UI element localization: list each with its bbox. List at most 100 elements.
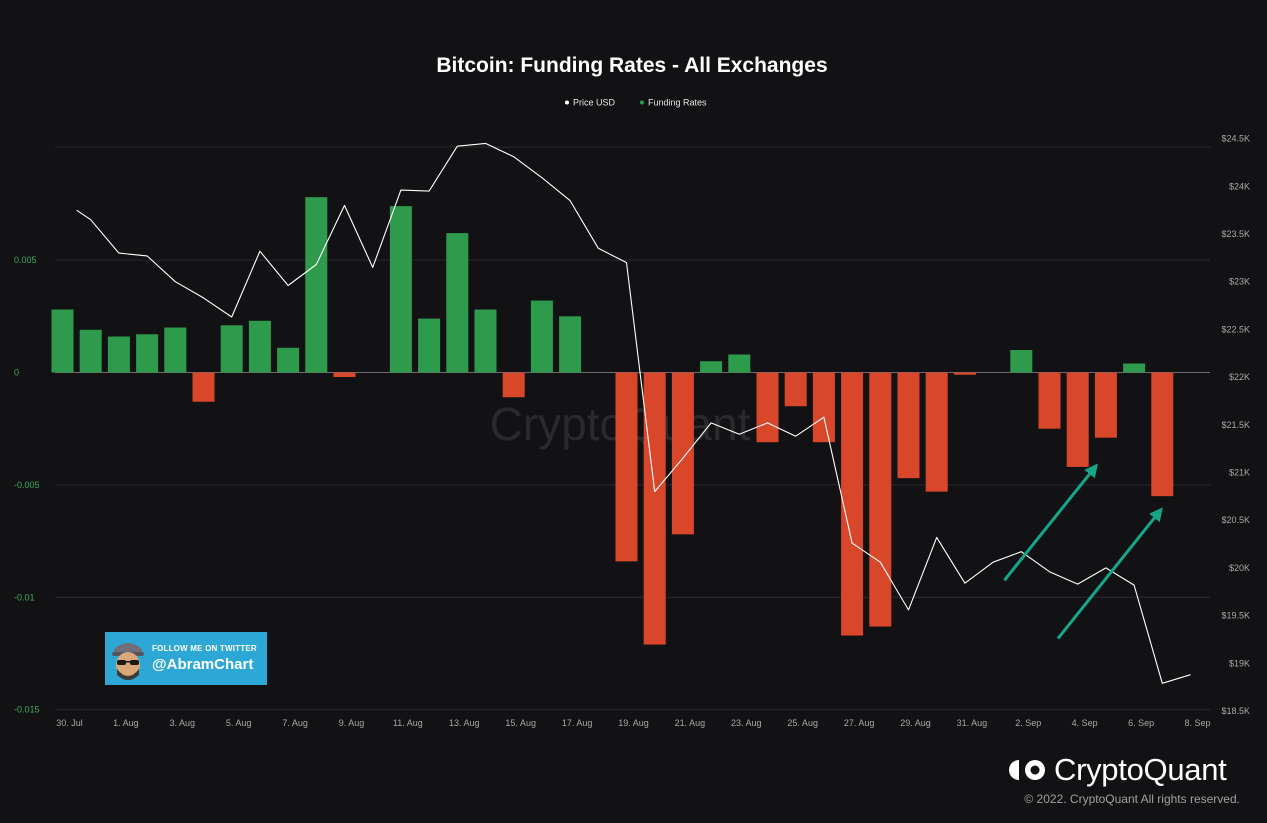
- funding-bar[interactable]: [1038, 372, 1061, 429]
- y-right-tick-label: $21K: [1229, 468, 1250, 478]
- trend-arrows: [1003, 463, 1163, 640]
- x-tick-label: 27. Aug: [844, 718, 875, 728]
- x-tick-label: 17. Aug: [562, 718, 593, 728]
- cryptoquant-logo-icon: [1009, 760, 1045, 780]
- x-tick-label: 4. Sep: [1072, 718, 1098, 728]
- y-right-tick-label: $18.5K: [1221, 706, 1250, 716]
- funding-bar[interactable]: [897, 372, 920, 479]
- x-tick-label: 6. Sep: [1128, 718, 1154, 728]
- x-tick-label: 7. Aug: [282, 718, 308, 728]
- x-tick-label: 23. Aug: [731, 718, 762, 728]
- y-left-tick-label: -0.015: [14, 705, 40, 715]
- x-tick-label: 11. Aug: [393, 718, 423, 728]
- funding-bar[interactable]: [1066, 372, 1089, 467]
- brand-logo: CryptoQuant: [1008, 752, 1227, 788]
- funding-bar[interactable]: [530, 300, 553, 373]
- badge-handle[interactable]: @AbramChart: [152, 656, 254, 673]
- brand-name: CryptoQuant: [1054, 752, 1227, 787]
- funding-bar[interactable]: [643, 372, 666, 645]
- funding-bar[interactable]: [418, 318, 441, 373]
- funding-bar[interactable]: [700, 361, 723, 373]
- funding-bars: [51, 197, 1174, 645]
- funding-bar[interactable]: [107, 336, 130, 373]
- x-tick-label: 1. Aug: [113, 718, 139, 728]
- trend-arrow: [1056, 507, 1163, 640]
- y-left-tick-label: -0.005: [14, 480, 40, 490]
- twitter-follow-badge[interactable]: FOLLOW ME ON TWITTER @AbramChart: [105, 632, 267, 685]
- funding-bar[interactable]: [559, 316, 582, 373]
- x-tick-label: 8. Sep: [1184, 718, 1210, 728]
- x-tick-label: 5. Aug: [226, 718, 252, 728]
- avatar-cartoon-icon: [112, 642, 144, 680]
- legend-marker-price: [565, 100, 569, 105]
- legend-label-price[interactable]: Price USD: [573, 98, 616, 108]
- y-left-tick-label: 0: [14, 368, 19, 378]
- y-right-tick-label: $20.5K: [1221, 515, 1250, 525]
- x-tick-label: 29. Aug: [900, 718, 931, 728]
- funding-bar[interactable]: [756, 372, 779, 443]
- price-line: [76, 142, 1191, 684]
- x-tick-label: 13. Aug: [449, 718, 480, 728]
- y-right-tick-label: $22K: [1229, 372, 1250, 382]
- funding-bar[interactable]: [192, 372, 215, 402]
- copyright-text: © 2022. CryptoQuant All rights reserved.: [1024, 792, 1240, 806]
- y-right-tick-label: $23K: [1229, 277, 1250, 287]
- funding-bar[interactable]: [51, 309, 74, 373]
- y-right-tick-label: $24.5K: [1221, 134, 1250, 144]
- y-axis-left: 0.005 0 -0.005 -0.01 -0.015: [14, 255, 40, 715]
- y-axis-right: $24.5K $24K $23.5K $23K $22.5K $22K $21.5K $21K…: [1221, 134, 1250, 716]
- chart-title: Bitcoin: Funding Rates - All Exchanges: [436, 54, 827, 77]
- funding-bar[interactable]: [333, 372, 356, 377]
- funding-bar[interactable]: [248, 320, 271, 373]
- funding-bar[interactable]: [925, 372, 948, 492]
- funding-bar[interactable]: [220, 325, 243, 373]
- funding-bar[interactable]: [164, 327, 187, 373]
- y-right-tick-label: $19K: [1229, 658, 1250, 668]
- funding-bar[interactable]: [615, 372, 638, 562]
- legend-label-funding[interactable]: Funding Rates: [648, 98, 707, 108]
- legend-marker-funding: [640, 100, 644, 105]
- funding-bar[interactable]: [1010, 350, 1033, 373]
- x-tick-label: 30. Jul: [56, 718, 83, 728]
- x-tick-label: 31. Aug: [957, 718, 988, 728]
- funding-bar[interactable]: [784, 372, 807, 407]
- x-tick-label: 3. Aug: [170, 718, 196, 728]
- y-right-tick-label: $23.5K: [1221, 229, 1250, 239]
- funding-bar[interactable]: [502, 372, 525, 398]
- funding-bar[interactable]: [474, 309, 497, 373]
- funding-bar[interactable]: [728, 354, 751, 373]
- x-tick-label: 25. Aug: [787, 718, 818, 728]
- funding-bar[interactable]: [277, 347, 300, 373]
- y-right-tick-label: $21.5K: [1221, 420, 1250, 430]
- trend-arrow: [1003, 463, 1098, 582]
- badge-follow-text: FOLLOW ME ON TWITTER: [152, 644, 257, 653]
- funding-bar[interactable]: [953, 372, 976, 375]
- funding-bar[interactable]: [446, 233, 469, 373]
- x-tick-label: 15. Aug: [505, 718, 536, 728]
- funding-bar[interactable]: [136, 334, 159, 373]
- funding-bar[interactable]: [812, 372, 835, 443]
- y-right-tick-label: $19.5K: [1221, 611, 1250, 621]
- x-tick-label: 21. Aug: [675, 718, 706, 728]
- y-right-tick-label: $24K: [1229, 181, 1250, 191]
- funding-bar[interactable]: [389, 206, 412, 373]
- funding-bar[interactable]: [1094, 372, 1117, 438]
- price-usd-line[interactable]: [76, 142, 1191, 684]
- funding-bar[interactable]: [869, 372, 892, 627]
- funding-bar[interactable]: [305, 197, 328, 373]
- funding-bar[interactable]: [1151, 372, 1174, 497]
- y-left-tick-label: -0.01: [14, 592, 35, 602]
- funding-bar[interactable]: [841, 372, 864, 636]
- legend[interactable]: Price USD Funding Rates: [565, 98, 707, 108]
- funding-bar[interactable]: [671, 372, 694, 535]
- x-tick-label: 19. Aug: [618, 718, 649, 728]
- funding-bar[interactable]: [79, 329, 102, 373]
- y-right-tick-label: $22.5K: [1221, 324, 1250, 334]
- x-tick-label: 2. Sep: [1015, 718, 1041, 728]
- y-right-tick-label: $20K: [1229, 563, 1250, 573]
- x-axis: 30. Jul 1. Aug 3. Aug 5. Aug 7. Aug 9. Aug 11.…: [56, 718, 1210, 728]
- x-tick-label: 9. Aug: [339, 718, 365, 728]
- y-left-tick-label: 0.005: [14, 255, 37, 265]
- funding-bar[interactable]: [1123, 363, 1146, 373]
